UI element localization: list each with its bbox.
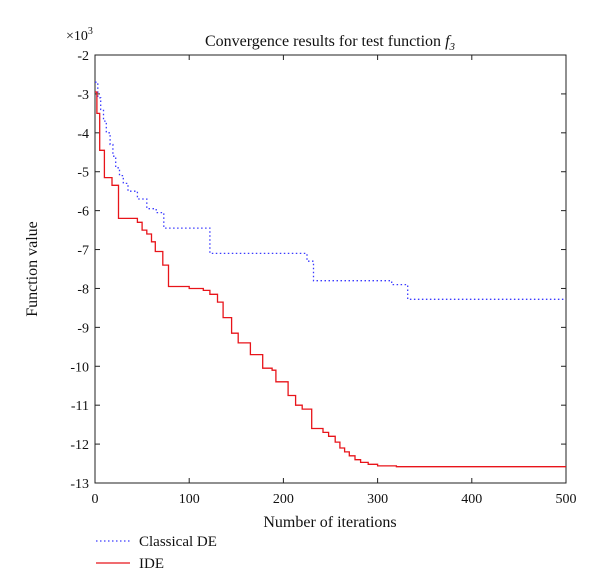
y-tick-label: -8 [77,282,89,297]
y-tick-label: -12 [70,438,89,453]
series-line-classical-de [95,81,566,300]
y-tick-label: -11 [71,399,89,414]
y-multiplier-exponent: 3 [88,26,93,37]
legend: Classical DE IDE [96,534,217,569]
x-tick-label: 100 [179,492,200,507]
legend-label-ide: IDE [139,556,164,569]
x-tick-label: 400 [461,492,482,507]
y-tick-label: -4 [77,127,89,142]
axis-ticks: 0 100 200 300 400 500 -2 -3 -4 -5 -6 -7 -8 -9 -10 -11 -1… [70,49,576,507]
y-tick-label: -6 [77,205,89,220]
y-axis-label: Function value [24,221,41,317]
x-tick-label: 500 [556,492,577,507]
y-tick-label: -9 [77,321,89,336]
x-tick-label: 200 [273,492,294,507]
y-tick-label: -10 [70,360,89,375]
y-tick-label: -7 [77,244,89,259]
x-tick-label: 300 [367,492,388,507]
y-tick-label: -3 [77,88,89,103]
title-function-symbol: f [445,33,452,50]
y-tick-label: -2 [77,49,89,64]
series-line-ide [95,91,566,468]
title-function-subscript: 3 [449,41,456,53]
x-axis-label: Number of iterations [263,514,396,531]
y-tick-label: -13 [70,477,89,492]
y-tick-label: -5 [77,166,89,181]
plot-area-frame [94,54,567,484]
chart-title: Convergence results for test function f3 [205,33,456,53]
legend-label-classical-de: Classical DE [139,534,217,550]
series-lines [95,81,566,468]
x-tick-label: 0 [92,492,99,507]
y-multiplier: ×103 [66,26,93,44]
